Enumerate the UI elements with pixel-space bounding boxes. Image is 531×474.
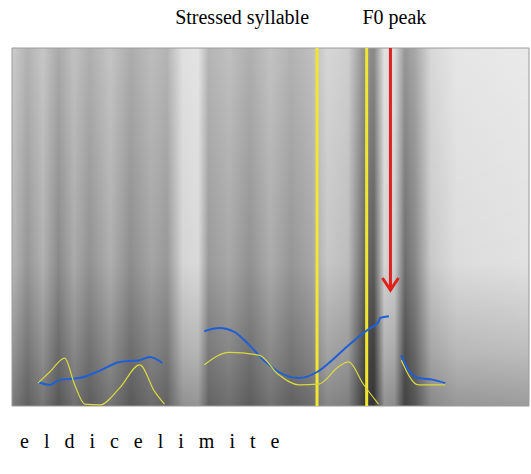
svg-text:Stressed syllable: Stressed syllable [175,6,309,29]
html-text:e l d i c e l i m i t e: e l d i c e l i m i t e [20,430,284,452]
svg-text:F0 peak: F0 peak [362,6,426,29]
